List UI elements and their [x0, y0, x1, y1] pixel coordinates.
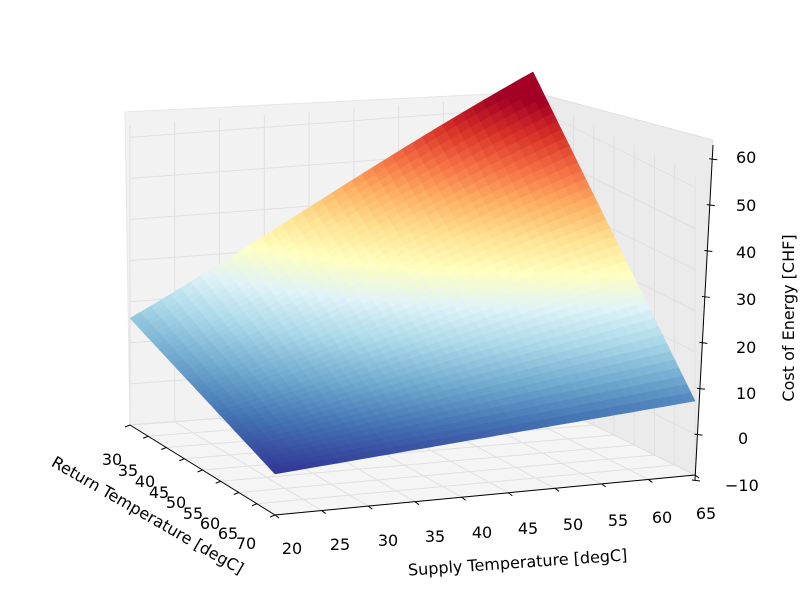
z-tick-mark: [704, 250, 713, 253]
z-tick-label: 30: [736, 290, 756, 309]
x-tick-label: 65: [696, 504, 716, 523]
x-tick-mark: [601, 483, 606, 488]
z-tick-mark: [699, 341, 708, 344]
grid-line: [220, 444, 635, 482]
y-tick-label: 70: [236, 534, 256, 553]
z-tick-label: −10: [725, 476, 759, 495]
axis-ticks: [124, 144, 718, 519]
y-tick-label: 60: [200, 514, 220, 533]
z-tick-mark: [696, 387, 705, 390]
x-tick-label: 40: [472, 523, 492, 542]
y-tick-mark: [197, 469, 203, 473]
x-tick-label: 55: [608, 511, 628, 530]
y-tick-mark: [215, 480, 221, 484]
z-tick-label: 20: [736, 338, 756, 357]
y-tick-mark: [161, 447, 167, 450]
x-tick-mark: [414, 501, 420, 506]
x-tick-label: 30: [378, 531, 398, 550]
z-tick-mark: [706, 204, 715, 207]
grid-line: [256, 464, 675, 505]
y-tick-mark: [142, 435, 149, 439]
x-tick-mark: [368, 505, 373, 510]
z-axis-label: Cost of Energy [CHF]: [779, 234, 798, 401]
y-tick-label: 40: [135, 472, 155, 491]
y-tick-mark: [251, 503, 258, 507]
x-tick-label: 45: [518, 519, 538, 538]
x-tick-mark: [554, 487, 560, 492]
x-tick-mark: [461, 496, 466, 501]
x-axis-line: [274, 474, 696, 516]
y-tick-label: 65: [218, 524, 238, 543]
z-tick-mark: [709, 158, 718, 161]
x-tick-label: 50: [563, 515, 583, 534]
z-tick-label: 60: [736, 148, 756, 167]
x-tick-mark: [648, 479, 653, 483]
y-tick-mark: [233, 492, 239, 495]
y-tick-label: 50: [166, 493, 186, 512]
y-tick-labels: 30 35 40 45 50 55 60 65 70: [102, 450, 256, 553]
x-tick-label: 25: [330, 535, 350, 554]
surface-patch: [270, 467, 287, 475]
z-tick-label: 50: [736, 196, 756, 215]
z-tick-mark: [691, 479, 701, 482]
x-tick-mark: [274, 514, 280, 519]
x-tick-label: 35: [425, 527, 445, 546]
x-tick-label: 20: [282, 539, 302, 558]
y-tick-mark: [124, 424, 131, 428]
y-tick-label: 55: [183, 504, 203, 523]
z-tick-label: 0: [738, 429, 748, 448]
z-axis-line: [694, 144, 714, 481]
y-tick-mark: [269, 514, 276, 518]
y-tick-label: 30: [102, 450, 122, 469]
x-tick-mark: [321, 510, 326, 514]
y-tick-mark: [179, 458, 185, 462]
surface: [129, 71, 696, 475]
z-tick-mark: [694, 433, 703, 436]
z-tick-mark: [701, 295, 710, 298]
grid-line: [238, 454, 655, 493]
x-tick-mark: [508, 492, 513, 497]
z-tick-labels: −10 0 10 20 30 40 50 60: [725, 148, 759, 495]
y-tick-label: 45: [149, 483, 169, 502]
z-tick-label: 40: [736, 243, 756, 262]
z-tick-label: 10: [736, 384, 756, 403]
y-tick-label: 35: [118, 461, 138, 480]
x-axis-label: Supply Temperature [degC]: [407, 545, 628, 579]
x-tick-labels: 20 25 30 35 40 45 50 55 60 65: [282, 504, 716, 558]
x-tick-label: 60: [652, 508, 672, 527]
